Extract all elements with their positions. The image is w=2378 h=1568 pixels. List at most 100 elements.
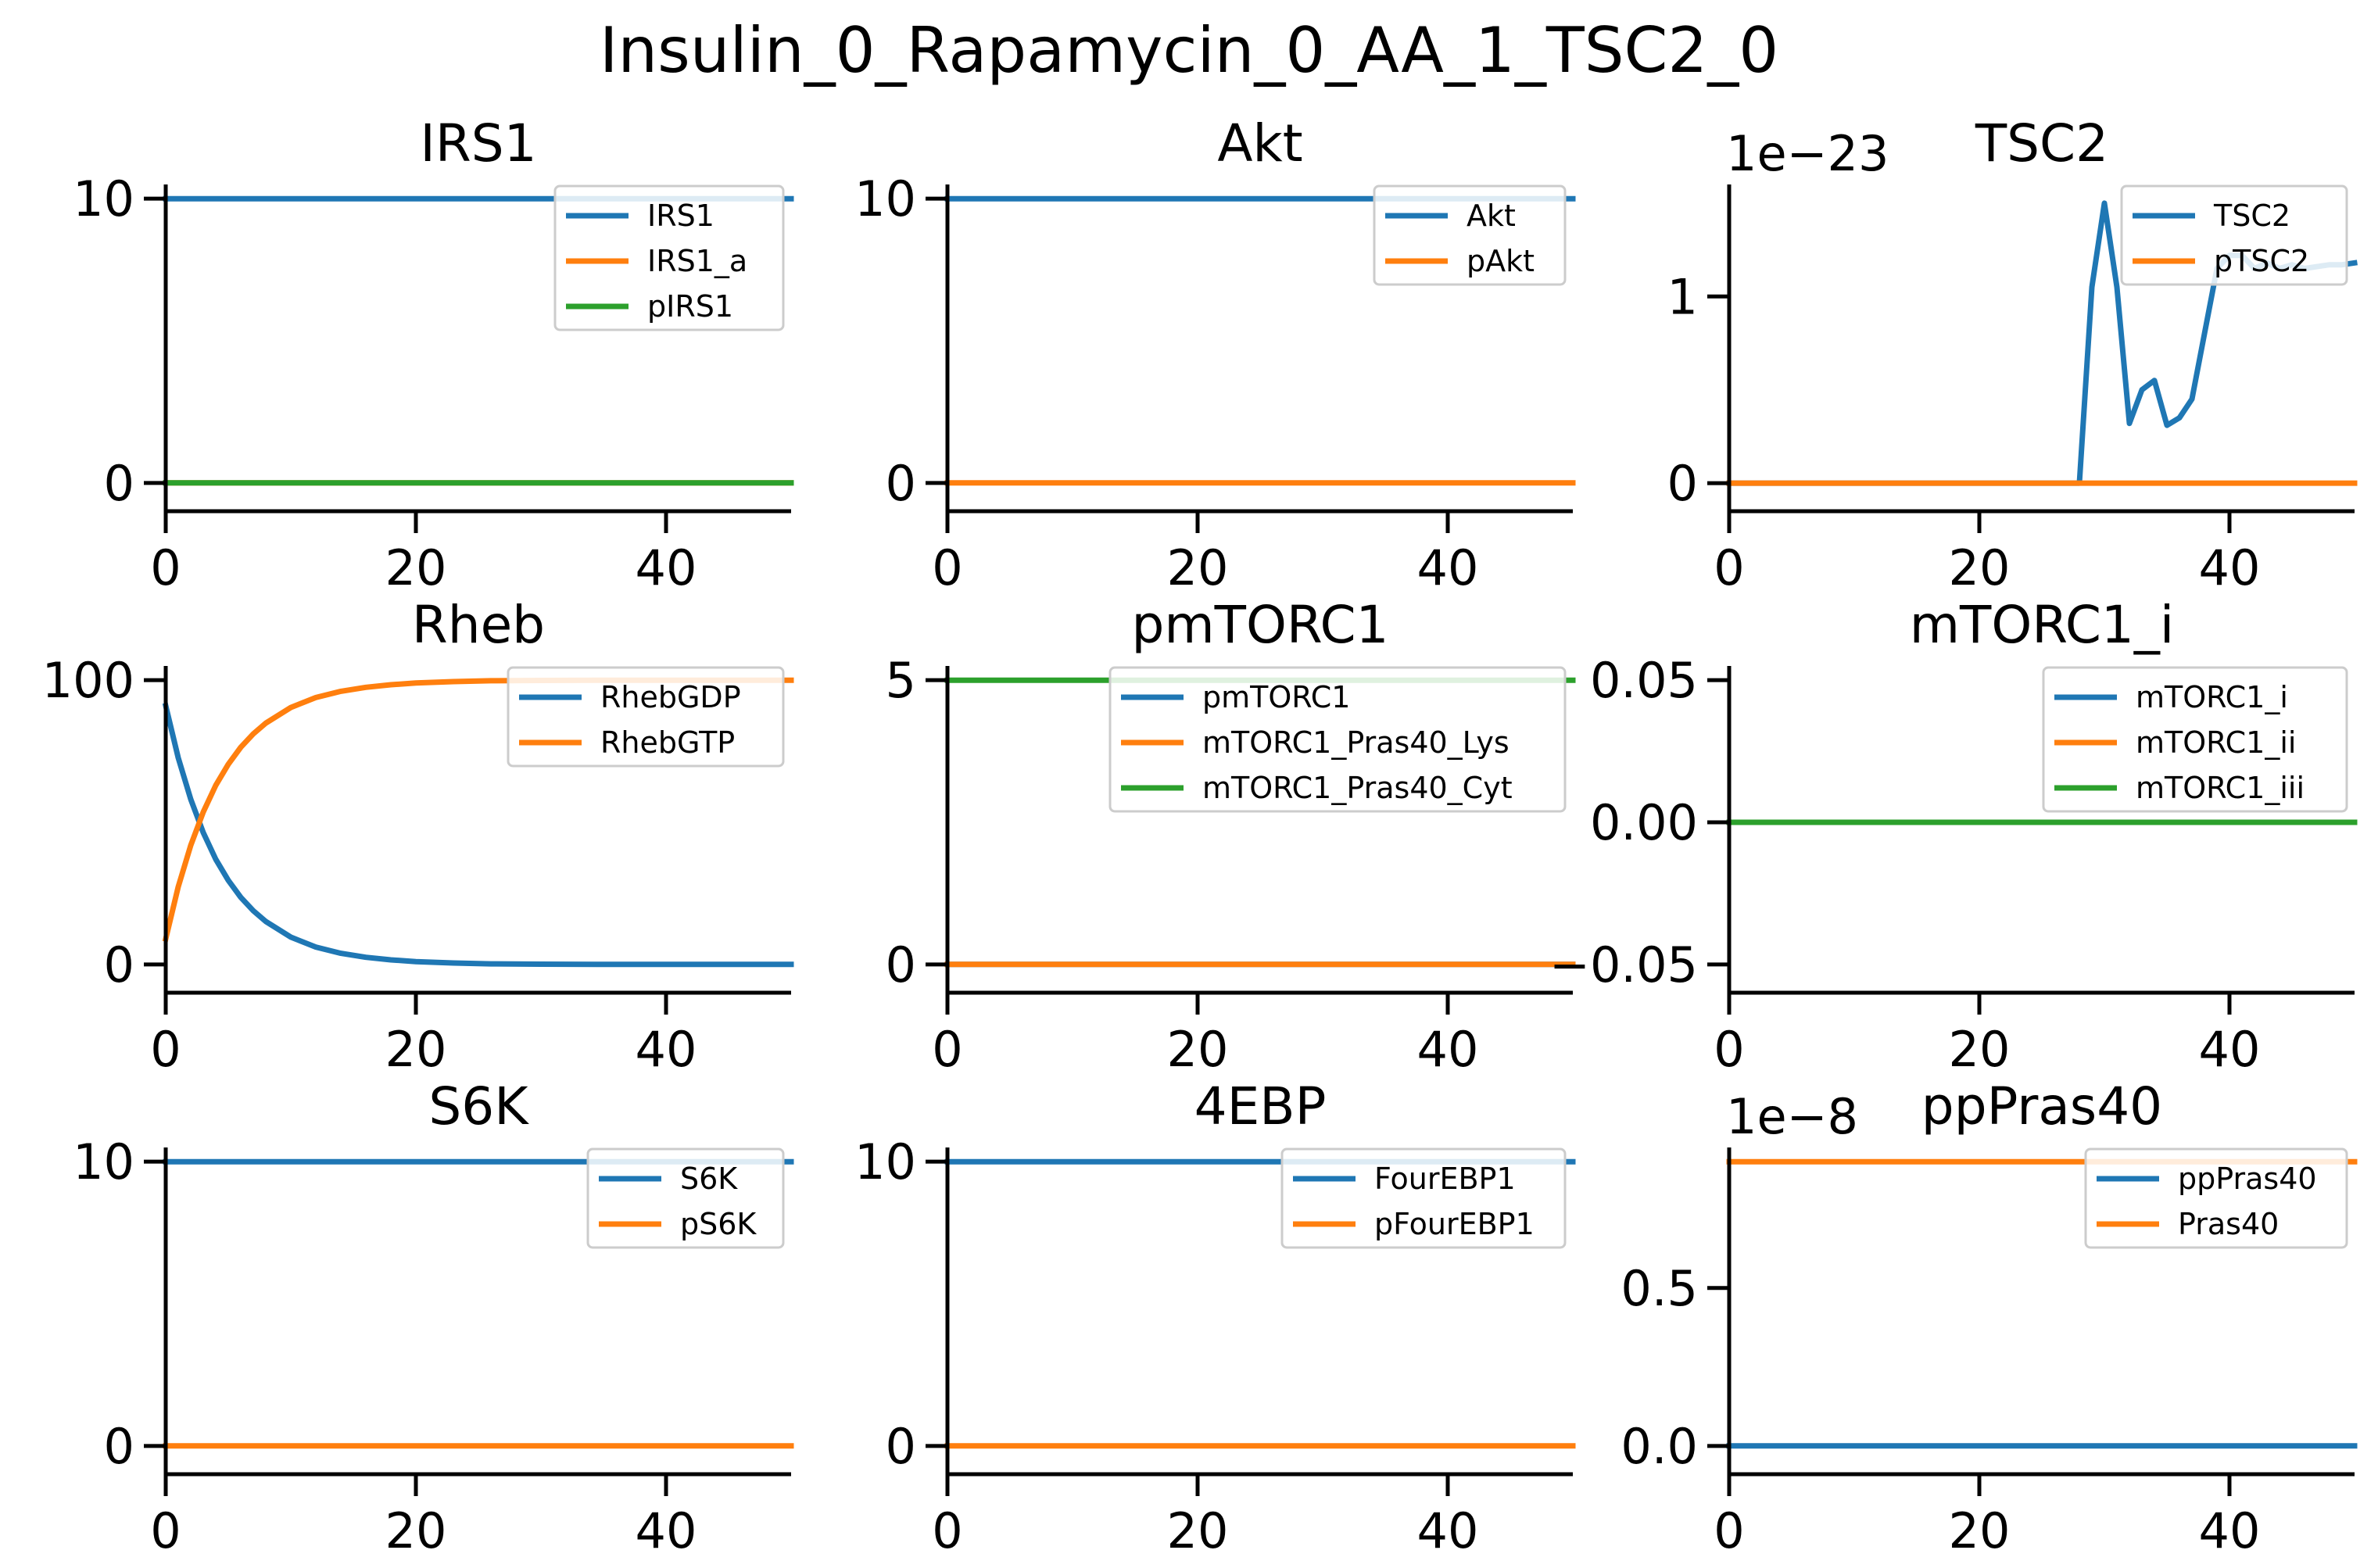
y-tick-label: 0.5 xyxy=(1621,1260,1698,1317)
legend-label: Akt xyxy=(1467,199,1516,233)
subplot-7: 4EBP 0 10 0 20 40 FourEBP1 pFourEBP1 xyxy=(854,1076,1576,1559)
x-tick-label: 20 xyxy=(1167,539,1229,596)
x-tick-label: 20 xyxy=(1949,1021,2011,1078)
y-tick-label: 10 xyxy=(73,170,134,227)
legend-label: ppPras40 xyxy=(2178,1162,2317,1196)
legend-label: Pras40 xyxy=(2178,1207,2279,1241)
legend: FourEBP1 pFourEBP1 xyxy=(1280,1147,1567,1249)
x-tick-label: 0 xyxy=(150,539,181,596)
figure-title: Insulin_0_Rapamycin_0_AA_1_TSC2_0 xyxy=(600,14,1778,87)
legend-label: IRS1_a xyxy=(647,244,747,278)
x-tick-label: 20 xyxy=(385,1021,447,1078)
y-tick-label: 0.05 xyxy=(1590,652,1698,709)
subplot-6: S6K 0 10 0 20 40 S6K pS6K xyxy=(73,1076,794,1559)
y-tick-label: 0 xyxy=(886,455,916,512)
subplot-title: mTORC1_i xyxy=(1910,595,2175,655)
legend-label: mTORC1_i xyxy=(2136,680,2288,714)
x-tick-label: 40 xyxy=(1417,1502,1479,1559)
legend: ppPras40 Pras40 xyxy=(2084,1147,2348,1249)
x-tick-label: 0 xyxy=(150,1021,181,1078)
y-tick-label: 0 xyxy=(886,1418,916,1475)
subplot-title: Akt xyxy=(1217,113,1302,174)
legend-frame xyxy=(1108,666,1567,813)
subplot-title: ppPras40 xyxy=(1921,1076,2162,1137)
y-tick-label: 10 xyxy=(854,170,916,227)
legend: pmTORC1 mTORC1_Pras40_Lys mTORC1_Pras40_Cy… xyxy=(1108,666,1567,813)
subplot-8: ppPras40 1e−8 0.0 0.5 0 20 40 ppPras40 Pras40 xyxy=(1621,1076,2358,1559)
x-tick-label: 20 xyxy=(385,1502,447,1559)
y-tick-label: 0 xyxy=(104,455,134,512)
x-tick-label: 40 xyxy=(1417,539,1479,596)
subplot-title: 4EBP xyxy=(1194,1076,1327,1137)
subplot-title: pmTORC1 xyxy=(1131,595,1388,655)
legend-label: TSC2 xyxy=(2213,199,2290,233)
y-tick-label: 0 xyxy=(886,936,916,993)
axis-offset-text: 1e−8 xyxy=(1726,1088,1858,1145)
legend-label: RhebGTP xyxy=(600,725,735,760)
legend-label: pmTORC1 xyxy=(1202,680,1350,714)
subplot-title: Rheb xyxy=(412,595,545,655)
x-tick-label: 40 xyxy=(1417,1021,1479,1078)
x-tick-label: 0 xyxy=(932,1021,962,1078)
x-tick-label: 20 xyxy=(1949,539,2011,596)
x-tick-label: 0 xyxy=(1714,1021,1744,1078)
legend: mTORC1_i mTORC1_ii mTORC1_iii xyxy=(2042,666,2348,813)
y-tick-label: 0.0 xyxy=(1621,1418,1698,1475)
x-tick-label: 40 xyxy=(636,539,697,596)
legend-label: pS6K xyxy=(680,1207,757,1241)
x-tick-label: 20 xyxy=(1949,1502,2011,1559)
legend-label: mTORC1_iii xyxy=(2136,771,2305,805)
y-tick-label: 10 xyxy=(73,1133,134,1190)
y-tick-label: 100 xyxy=(42,652,134,709)
y-tick-label: 1 xyxy=(1667,268,1698,325)
legend-label: mTORC1_Pras40_Lys xyxy=(1202,725,1510,760)
y-tick-label: 0.00 xyxy=(1590,794,1698,851)
x-tick-label: 40 xyxy=(2199,1502,2261,1559)
legend-label: mTORC1_ii xyxy=(2136,725,2296,760)
x-tick-label: 0 xyxy=(1714,539,1744,596)
legend: Akt pAkt xyxy=(1373,184,1567,286)
subplot-5: mTORC1_i−0.050.000.050 20 40mTORC1_imTORC1… xyxy=(1549,595,2358,1078)
legend-label: FourEBP1 xyxy=(1374,1162,1516,1196)
series-line-RhebGDP xyxy=(162,702,794,968)
y-tick-label: 0 xyxy=(104,1418,134,1475)
subplot-4: pmTORC1 0 5 0 20 40 pmTORC1 mTORC1_Pras40_Lys mT… xyxy=(886,595,1576,1078)
legend-label: S6K xyxy=(680,1162,738,1196)
legend-label: pTSC2 xyxy=(2214,244,2309,278)
x-tick-label: 40 xyxy=(636,1021,697,1078)
x-tick-label: 40 xyxy=(2199,1021,2261,1078)
subplot-3: Rheb 0 100 0 20 40 RhebGDP RhebGTP xyxy=(42,595,794,1078)
legend-frame xyxy=(553,184,785,331)
y-tick-label: 0 xyxy=(1667,455,1698,512)
x-tick-label: 0 xyxy=(150,1502,181,1559)
y-tick-label: 5 xyxy=(886,652,916,709)
subplot-1: Akt 0 10 0 20 40 Akt pAkt xyxy=(854,113,1576,596)
axis-offset-text: 1e−23 xyxy=(1726,125,1889,182)
legend-label: IRS1 xyxy=(647,199,714,233)
x-tick-label: 40 xyxy=(636,1502,697,1559)
x-tick-label: 20 xyxy=(1167,1502,1229,1559)
x-tick-label: 0 xyxy=(1714,1502,1744,1559)
legend: IRS1 IRS1_a pIRS1 xyxy=(553,184,785,331)
x-tick-label: 0 xyxy=(932,1502,962,1559)
legend-label: RhebGDP xyxy=(600,680,741,714)
y-tick-label: −0.05 xyxy=(1549,936,1698,993)
subplot-0: IRS1 0 10 0 20 40 IRS1 IRS1_a pIRS1 xyxy=(73,113,794,596)
legend: TSC2 pTSC2 xyxy=(2120,184,2348,286)
x-tick-label: 20 xyxy=(1167,1021,1229,1078)
x-tick-label: 20 xyxy=(385,539,447,596)
x-tick-label: 0 xyxy=(932,539,962,596)
legend: RhebGDP RhebGTP xyxy=(507,666,785,768)
subplot-title: S6K xyxy=(428,1076,529,1137)
x-tick-label: 40 xyxy=(2199,539,2261,596)
legend: S6K pS6K xyxy=(586,1147,785,1249)
subplot-title: IRS1 xyxy=(420,113,536,174)
y-tick-label: 0 xyxy=(104,936,134,993)
y-tick-label: 10 xyxy=(854,1133,916,1190)
legend-label: pAkt xyxy=(1467,244,1535,278)
legend-label: mTORC1_Pras40_Cyt xyxy=(1202,771,1513,805)
legend-frame xyxy=(2042,666,2348,813)
subplot-title: TSC2 xyxy=(1975,113,2108,174)
